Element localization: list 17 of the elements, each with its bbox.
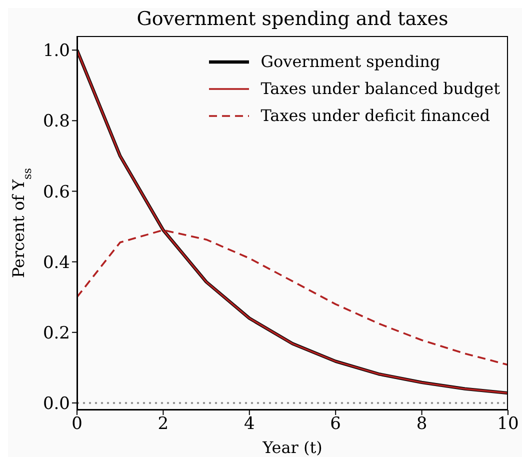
y-tick-label: 0.4 <box>42 252 70 273</box>
y-tick-label: 0.2 <box>42 323 70 344</box>
x-axis-title: Year (t) <box>262 438 322 457</box>
legend-label: Taxes under deficit financed <box>260 105 490 127</box>
y-tick-label: 0.6 <box>42 182 70 202</box>
x-tick-label: 10 <box>497 414 519 434</box>
legend-label: Taxes under balanced budget <box>260 78 500 100</box>
legend-label: Government spending <box>260 51 440 73</box>
x-tick-label: 6 <box>330 414 342 434</box>
x-tick-label: 8 <box>416 414 428 434</box>
y-tick-label: 1.0 <box>42 41 70 62</box>
chart-title: Government spending and taxes <box>136 8 450 30</box>
x-tick-label: 2 <box>158 414 169 434</box>
x-tick-label: 4 <box>244 414 255 434</box>
y-tick-label: 0.8 <box>42 112 70 132</box>
y-tick-label: 0.0 <box>42 394 70 414</box>
x-tick-label: 0 <box>72 414 82 434</box>
